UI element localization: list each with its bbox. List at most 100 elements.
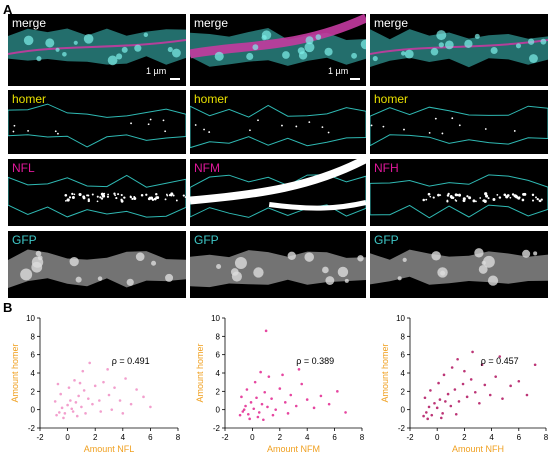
x-tick-label: 8 (360, 433, 365, 442)
micrograph-image (190, 250, 366, 288)
correlation-annotation: ρ = 0.389 (296, 356, 334, 366)
data-point (75, 414, 79, 418)
data-point (501, 397, 504, 400)
scale-bar (170, 78, 180, 80)
channel-label: merge (194, 16, 229, 30)
scatter-plot-3: -2 0 2 4 6 8 10 -2 0 2 4 6 8 Amount NFH Amount homer ρ … (380, 314, 549, 453)
data-point (59, 392, 62, 396)
data-point (124, 377, 127, 380)
data-point (300, 382, 304, 386)
data-point (53, 400, 57, 403)
data-point (453, 388, 457, 391)
y-tick-label: 6 (401, 351, 406, 360)
data-point (71, 410, 75, 413)
data-point (67, 386, 71, 389)
data-point (259, 370, 262, 374)
x-tick-label: 6 (517, 433, 522, 442)
y-tick-label: 8 (216, 332, 221, 341)
data-point (246, 412, 250, 416)
data-point (238, 413, 242, 417)
correlation-annotation: ρ = 0.457 (481, 356, 519, 366)
data-point (498, 355, 502, 358)
x-tick-label: 8 (176, 433, 181, 442)
data-point (438, 398, 442, 401)
y-tick-label: 2 (31, 387, 36, 396)
data-point (494, 375, 497, 378)
scale-bar (350, 78, 360, 80)
data-point (439, 416, 443, 420)
data-point (84, 412, 87, 415)
y-axis-label: Amount homer (195, 343, 205, 402)
data-point (66, 403, 69, 407)
data-point (336, 390, 339, 393)
data-point (430, 413, 434, 417)
data-point (241, 410, 245, 413)
data-point (344, 411, 347, 414)
data-point (98, 399, 101, 402)
data-point (449, 404, 453, 408)
data-point (60, 406, 64, 410)
channel-label: NFH (374, 161, 399, 175)
data-point (63, 412, 67, 415)
y-tick-label: 8 (31, 332, 36, 341)
data-point (457, 400, 461, 403)
data-point (278, 387, 282, 390)
x-tick-label: -2 (36, 433, 44, 442)
data-point (442, 373, 446, 377)
data-point (461, 382, 465, 386)
x-tick-label: 4 (121, 433, 126, 442)
micrograph-gfp-2: GFP (370, 231, 548, 298)
channel-label: homer (194, 92, 229, 106)
data-point (70, 407, 74, 411)
x-tick-label: -2 (406, 433, 414, 442)
y-axis-label: Amount homer (380, 343, 390, 402)
data-point (422, 414, 425, 418)
data-point (319, 394, 323, 398)
channel-label: GFP (12, 233, 37, 247)
y-tick-label: 10 (396, 314, 405, 323)
y-tick-label: 2 (401, 387, 406, 396)
data-point (242, 408, 246, 411)
micrograph-homer-1: homer (190, 90, 366, 154)
micrograph-merge-1: merge 1 µm (190, 14, 366, 86)
data-point (262, 418, 265, 422)
micrograph-merge-2: merge (370, 14, 548, 86)
data-point (248, 417, 251, 421)
y-tick-label: 6 (216, 351, 221, 360)
data-point (266, 405, 269, 409)
y-tick-label: 0 (216, 406, 221, 415)
data-point (297, 368, 301, 371)
data-point (245, 388, 249, 391)
data-point (118, 399, 122, 402)
data-point (58, 411, 61, 414)
data-point (427, 405, 431, 409)
data-point (267, 375, 271, 378)
micrograph-homer-0: homer (8, 90, 186, 154)
data-point (294, 404, 298, 408)
micrograph-gfp-0: GFP (8, 231, 186, 298)
micrograph-image (370, 174, 548, 219)
data-point (260, 402, 264, 406)
micrograph-image (190, 159, 366, 218)
y-axis-label: Amount homer (10, 343, 20, 402)
data-point (121, 412, 125, 415)
panel-label-a: A (3, 2, 13, 17)
data-point (327, 402, 331, 406)
data-point (55, 413, 58, 417)
channel-label: NFL (12, 161, 35, 175)
data-point (425, 411, 428, 414)
data-point (465, 395, 469, 399)
y-tick-label: 10 (26, 314, 35, 323)
scatter-plot-1: -2 0 2 4 6 8 10 -2 0 2 4 6 8 Amount NFL Amount homer ρ … (10, 314, 181, 453)
correlation-annotation: ρ = 0.491 (112, 356, 150, 366)
micrograph-nf-1: NFM (190, 159, 366, 226)
data-point (88, 361, 91, 365)
x-tick-label: 2 (462, 433, 467, 442)
data-point (110, 408, 114, 411)
x-tick-label: 0 (250, 433, 255, 442)
micrograph-image (8, 103, 186, 148)
data-point (149, 405, 152, 409)
data-point (78, 381, 82, 385)
y-tick-label: 4 (216, 369, 221, 378)
data-point (483, 383, 487, 387)
